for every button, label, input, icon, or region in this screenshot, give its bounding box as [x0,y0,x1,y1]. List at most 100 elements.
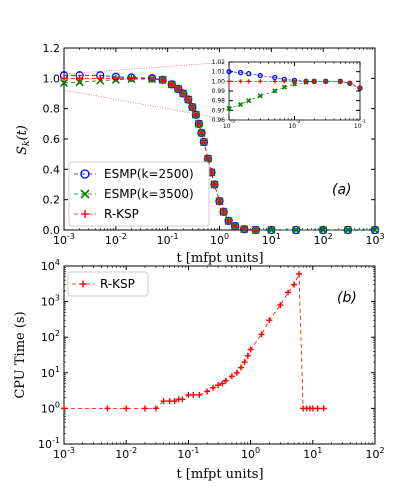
panel-b-legend-marker-0 [79,280,87,288]
panel-b-x-tick-label-0: 10-3 [53,446,75,461]
panel-a-legend-entry-0: ESMP(k=2500) [74,167,194,181]
panel-b-point [233,369,240,376]
panel-b-point [152,405,159,412]
panel-a-x-tick-label-3: 100 [210,232,229,247]
panel-a-point [76,74,84,82]
panel-a-legend-label-0: ESMP(k=2500) [104,167,194,181]
panel-b-point [222,377,229,384]
panel-b-legend-items: R-KSP [72,277,135,291]
panel-a-y-tick-label-5: 1.0 [43,72,61,85]
panel-b-point [247,346,254,353]
inset-series-2 [227,79,362,91]
inset-y-tick-label-6: 1.02 [212,59,226,66]
inset-point [292,79,297,84]
panel-a-y-tick-label-4: 0.8 [43,103,61,116]
inset-point [237,101,244,108]
inset-point [238,79,243,84]
inset-point-stroke-2 [246,98,252,104]
panel-b-point [277,302,284,309]
inset-point [312,79,317,84]
panel-a-legend-label-1: ESMP(k=3500) [104,187,194,201]
inset-point [257,72,263,79]
panel-a-legend-label-2: R-KSP [104,207,139,221]
panel-a-x-tick-label-4: 101 [262,232,281,247]
panel-a-y-label: Sk(t) [15,125,32,155]
panel-b-point [179,396,186,403]
panel-b: 10-3 10-2 10-1 100 101 102 10-110010110210310… [13,258,385,482]
panel-a-point [60,74,68,82]
panel-b-legend-entry-0: R-KSP [72,277,135,291]
inset-y-tick-label-4: 1.00 [212,78,226,85]
panel-b-series [61,270,327,412]
inset-point [226,105,232,111]
panel-a-y-tick-label-3: 0.6 [43,133,61,146]
panel-b-y-tick-label-2: 101 [41,365,60,380]
panel-a-label: (a) [332,182,352,198]
panel-b-point [228,373,235,380]
panel-b-x-tick-label-2: 10-1 [177,446,199,461]
panel-a-point [370,225,380,235]
panel-b-point [196,391,203,398]
panel-a-point [198,129,206,137]
inset-x-tick-label-0: 10-3 [223,119,235,130]
panel-b-point [61,405,67,412]
panel-a-point [59,78,69,87]
panel-a-point [220,208,228,216]
panel-a-legend-box [68,161,210,227]
panel-a-point [231,222,239,230]
panel-b-legend-label-0: R-KSP [100,277,135,291]
inset-point [246,70,252,77]
panel-a-y-tick-label-2: 0.4 [43,163,61,176]
panel-a-point [200,138,208,146]
panel-b-y-tick-label-5: 104 [41,258,60,273]
inset-y-tick-label-3: 0.99 [212,88,226,95]
panel-b-series-0 [61,270,327,412]
zoom-guide-top [63,61,230,75]
panel-b-point [171,398,178,405]
panel-a-point [319,225,328,235]
panel-b-point [244,352,251,359]
panel-a-point [210,181,218,188]
panel-a-point [204,155,212,163]
inset-x-tick-label-1: 10-2 [288,119,300,130]
panel-a-point [96,74,104,82]
panel-a-point [252,226,260,234]
panel-b-x-ticks: 10-3 10-2 10-1 100 101 102 [53,266,385,461]
panel-a-point-stroke-2 [59,78,69,87]
panel-a-x-tick-label-6: 103 [365,232,384,247]
panel-a-legend-marker-0 [80,169,90,179]
panel-a-point-stroke-2 [291,225,301,235]
panel-a-point [343,225,352,235]
panel-a-point [216,197,223,205]
panel-a-point-stroke-2 [343,225,352,235]
inset-point [304,79,309,84]
panel-a-point-stroke-2 [370,225,380,235]
inset-y-tick-label-2: 0.98 [212,98,226,105]
panel-b-point [291,281,298,288]
inset-y-tick-label-5: 1.01 [212,69,226,76]
panel-a-point [148,75,156,83]
panel-a-point [267,225,276,235]
panel-a-point-stroke-2 [267,225,276,235]
panel-a-point-stroke-2 [75,78,84,87]
panel-a-series [59,71,380,235]
inset-y-tick-label-1: 0.97 [212,107,226,114]
panel-b-point [104,405,111,412]
panel-b-point [258,331,265,338]
panel-a-legend-marker-2 [81,210,89,218]
inset-x-ticks: 10-3 10-2 10-1 [223,62,366,130]
panel-b-label: (b) [337,290,357,306]
panel-a-y-tick-label-0: 0.0 [43,224,61,237]
inset-point-stroke-2 [272,88,278,94]
inset-point [246,79,251,84]
inset-series [226,69,363,111]
panel-a-point [112,74,120,82]
panel-a-point [225,217,233,225]
panel-b-point [320,405,327,412]
panel-b-x-tick-label-3: 100 [241,446,260,461]
inset-point [246,98,252,104]
inset-frame [228,61,361,121]
inset-point [323,79,328,84]
panel-a-point [195,120,203,128]
